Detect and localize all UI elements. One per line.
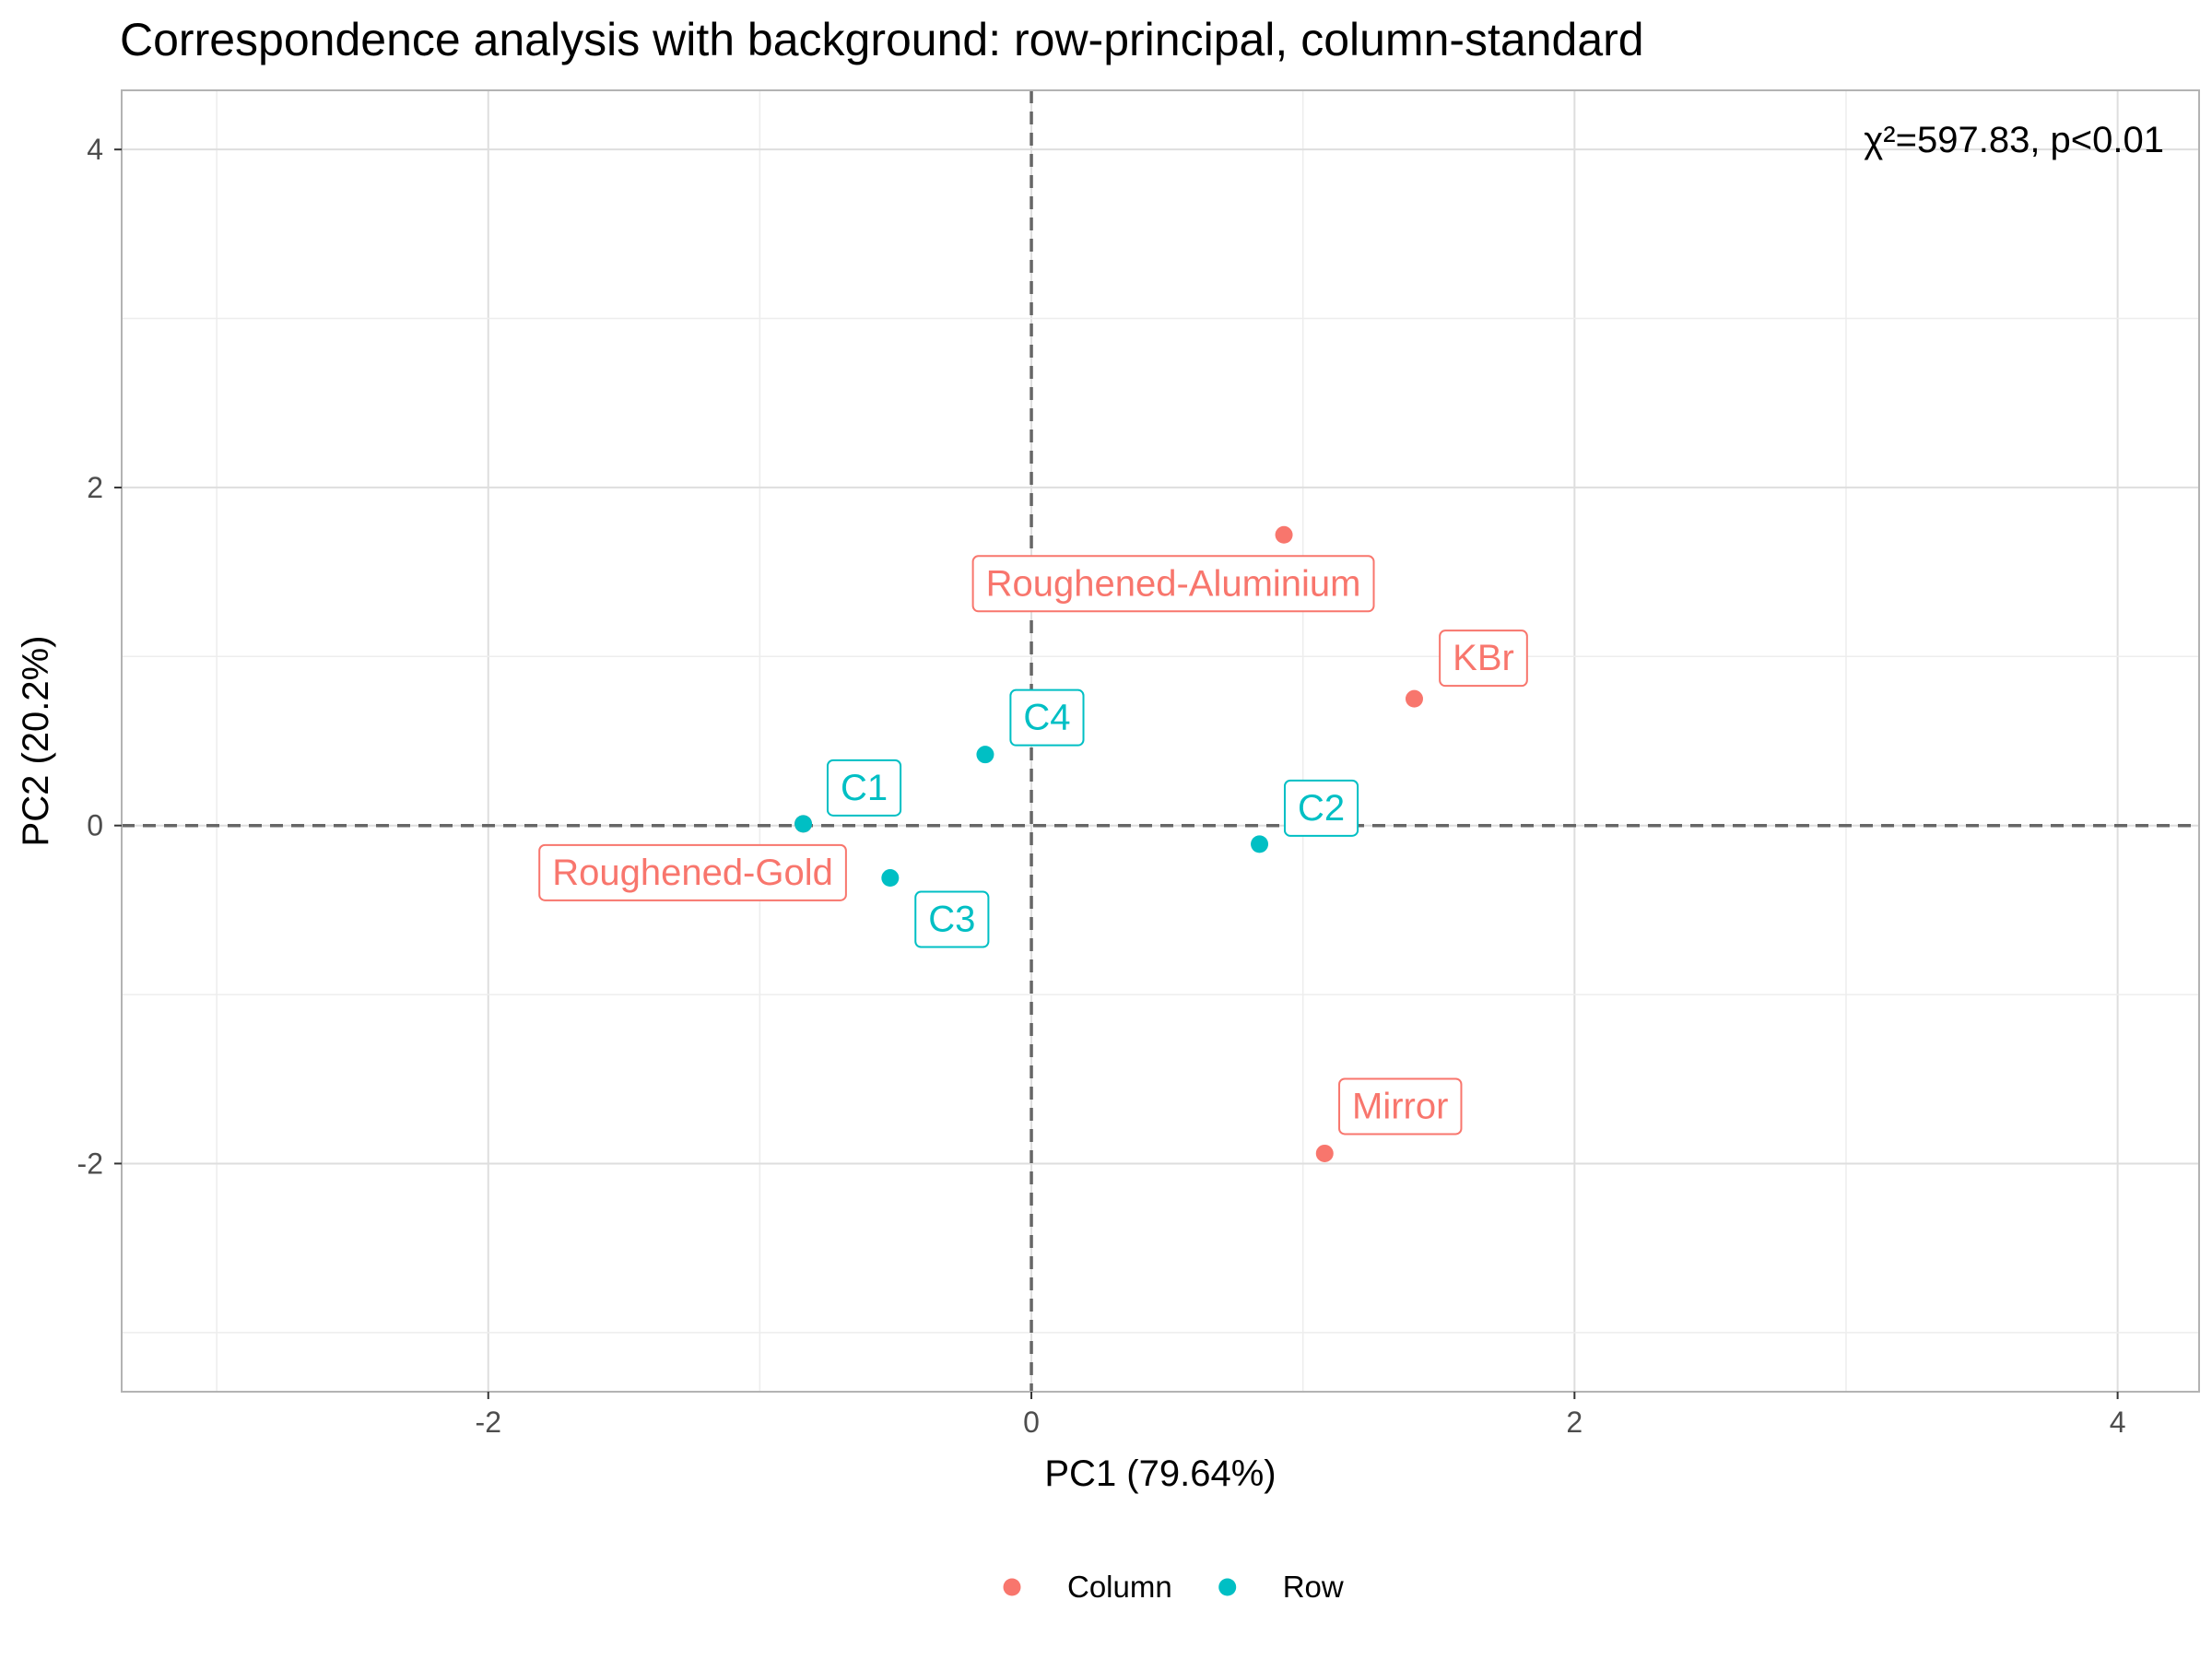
label-box <box>1283 779 1359 837</box>
plot-border <box>121 89 2200 1393</box>
label-box <box>971 555 1375 613</box>
label-text: C4 <box>1023 698 1070 738</box>
label-text: C1 <box>841 768 888 808</box>
label-text: KBr <box>1453 638 1514 678</box>
label-box <box>538 843 847 901</box>
point-label-kbr: KBr <box>1439 629 1528 688</box>
chart-title: Correspondence analysis with background:… <box>120 14 1644 65</box>
point-column-mirror <box>1315 1144 1334 1162</box>
y-tick-label: 2 <box>87 471 103 504</box>
legend-label: Column <box>1067 1570 1172 1604</box>
y-tick-label: 0 <box>87 809 103 842</box>
legend-swatch <box>1003 1578 1021 1596</box>
point-row-c2 <box>1251 835 1269 853</box>
point-label-roughened-aluminium: Roughened-Aluminium <box>971 555 1375 613</box>
label-box <box>1338 1077 1463 1135</box>
data-points <box>794 525 1423 1162</box>
point-column-roughened-aluminium <box>1275 525 1293 544</box>
point-row-c1 <box>794 815 813 833</box>
label-box <box>914 890 990 948</box>
point-label-c1: C1 <box>826 759 902 817</box>
plot-panel <box>122 90 2199 1392</box>
label-text: Roughened-Aluminium <box>986 563 1361 604</box>
stat-annotation: χ²=597.83, p<0.01 <box>1864 120 2164 160</box>
point-label-roughened-gold: Roughened-Gold <box>538 843 847 901</box>
reference-lines <box>122 90 2199 1392</box>
label-text: Roughened-Gold <box>552 853 833 893</box>
point-label-mirror: Mirror <box>1338 1077 1463 1135</box>
point-labels: Roughened-Aluminium KBr Roughened-Gold Mirr… <box>538 555 1528 1135</box>
label-box <box>1009 688 1085 747</box>
point-row-c4 <box>976 746 994 764</box>
legend: Column Row <box>1003 1570 1344 1604</box>
point-label-c3: C3 <box>914 890 990 948</box>
legend-item-column: Column <box>1003 1570 1172 1604</box>
y-axis-title: PC2 (20.2%) <box>16 636 56 847</box>
point-row-c3 <box>881 869 900 888</box>
label-text: C3 <box>928 900 975 940</box>
x-tick-label: 4 <box>2110 1406 2126 1439</box>
point-column-kbr <box>1405 689 1423 708</box>
x-tick-label: 0 <box>1023 1406 1040 1439</box>
label-text: C2 <box>1298 788 1345 829</box>
label-box <box>826 759 902 817</box>
label-text: Mirror <box>1352 1086 1448 1126</box>
y-tick-label: -2 <box>77 1147 103 1180</box>
y-tick-label: 4 <box>87 133 103 166</box>
point-label-c2: C2 <box>1283 779 1359 837</box>
legend-item-row: Row <box>1218 1570 1344 1604</box>
axis-ticks: -2 0 2 4 -2 0 2 4 <box>77 133 2126 1439</box>
legend-swatch <box>1218 1578 1237 1596</box>
x-axis-title: PC1 (79.64%) <box>1044 1453 1276 1494</box>
legend-label: Row <box>1283 1570 1344 1604</box>
x-tick-label: -2 <box>476 1406 501 1439</box>
label-box <box>1439 629 1528 688</box>
point-label-c4: C4 <box>1009 688 1085 747</box>
x-tick-label: 2 <box>1566 1406 1583 1439</box>
